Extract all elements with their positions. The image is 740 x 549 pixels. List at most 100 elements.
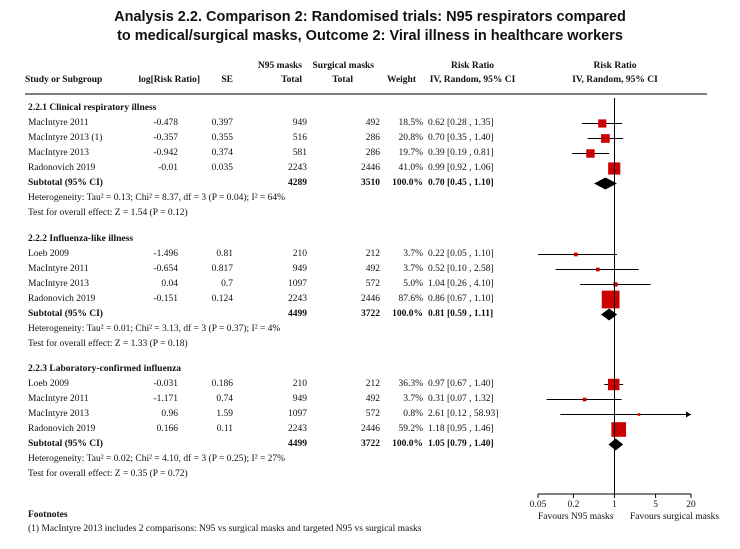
study-weight: 18.5%: [398, 118, 423, 128]
study-weight: 19.7%: [398, 148, 423, 158]
header-se: SE: [221, 75, 233, 85]
header-surgical-top: Surgical masks: [312, 61, 375, 71]
subgroup-title: 2.2.3 Laboratory-confirmed influenza: [28, 364, 182, 374]
study-se: 0.035: [211, 163, 233, 173]
study-surgical-total: 572: [365, 279, 380, 289]
subtotal-n95-total: 4289: [288, 178, 307, 188]
subtotal-diamond: [608, 438, 624, 451]
study-name: MacIntyre 2013: [28, 409, 89, 419]
study-n95-total: 516: [292, 133, 307, 143]
study-ci: 0.99 [0.92 , 1.06]: [428, 163, 494, 173]
study-ci: 2.61 [0.12 , 58.93]: [428, 409, 499, 419]
study-name: MacIntyre 2011: [28, 264, 89, 274]
header-plot-bottom: IV, Random, 95% CI: [572, 75, 658, 85]
subgroup-title: 2.2.1 Clinical respiratory illness: [28, 103, 157, 113]
study-n95-total: 949: [292, 264, 307, 274]
footnotes-heading: Footnotes: [28, 510, 68, 520]
header-weight: Weight: [386, 75, 416, 85]
subtotal-label: Subtotal (95% CI): [28, 439, 103, 449]
subtotal-ci: 1.05 [0.79 , 1.40]: [428, 439, 494, 449]
subtotal-surgical-total: 3722: [361, 439, 380, 449]
ci-arrow-right: [686, 411, 691, 418]
study-marker: [601, 290, 620, 309]
study-se: 0.74: [216, 394, 233, 404]
study-ci: 0.70 [0.35 , 1.40]: [428, 133, 494, 143]
study-se: 0.397: [211, 118, 233, 128]
study-marker: [598, 119, 607, 128]
study-n95-total: 949: [292, 394, 307, 404]
study-n95-total: 1097: [288, 409, 307, 419]
study-ci: 1.04 [0.26 , 4.10]: [428, 279, 494, 289]
study-logrr: -0.654: [153, 264, 178, 274]
header-n95-top: N95 masks: [257, 61, 302, 71]
study-name: Radonovich 2019: [28, 294, 96, 304]
x-axis-tick-label: 20: [686, 500, 696, 510]
study-se: 0.355: [211, 133, 233, 143]
study-se: 0.124: [211, 294, 233, 304]
subtotal-ci: 0.81 [0.59 , 1.11]: [428, 309, 494, 319]
study-surgical-total: 2446: [361, 294, 380, 304]
study-logrr: 0.04: [161, 279, 178, 289]
subtotal-weight: 100.0%: [392, 309, 423, 319]
study-ci: 0.86 [0.67 , 1.10]: [428, 294, 494, 304]
subtotal-weight: 100.0%: [392, 439, 423, 449]
study-surgical-total: 212: [365, 249, 380, 259]
study-ci: 0.97 [0.67 , 1.40]: [428, 379, 494, 389]
study-surgical-total: 572: [365, 409, 380, 419]
subtotal-label: Subtotal (95% CI): [28, 178, 103, 188]
study-surgical-total: 2446: [361, 163, 380, 173]
study-marker: [586, 149, 595, 158]
study-name: MacIntyre 2011: [28, 118, 89, 128]
axis-label-left: Favours N95 masks: [538, 512, 614, 522]
study-logrr: 0.166: [156, 424, 178, 434]
study-n95-total: 210: [292, 379, 307, 389]
header-n95-total: Total: [281, 75, 302, 85]
header-logrr: log[Risk Ratio]: [138, 75, 201, 85]
study-n95-total: 2243: [288, 163, 307, 173]
subtotal-label: Subtotal (95% CI): [28, 309, 103, 319]
study-name: Loeb 2009: [28, 379, 69, 389]
study-name: MacIntyre 2013: [28, 279, 89, 289]
study-marker: [613, 282, 618, 287]
study-weight: 5.0%: [403, 279, 423, 289]
study-se: 0.7: [221, 279, 233, 289]
heterogeneity-text: Heterogeneity: Tau² = 0.13; Chi² = 8.37,…: [28, 193, 286, 203]
heterogeneity-text: Heterogeneity: Tau² = 0.02; Chi² = 4.10,…: [28, 454, 286, 464]
study-weight: 0.8%: [403, 409, 423, 419]
x-axis-tick-label: 0.05: [530, 500, 547, 510]
study-weight: 3.7%: [403, 249, 423, 259]
study-weight: 20.8%: [398, 133, 423, 143]
study-logrr: -0.942: [153, 148, 178, 158]
study-name: MacIntyre 2013 (1): [28, 133, 103, 143]
study-se: 0.81: [216, 249, 233, 259]
study-se: 0.374: [211, 148, 233, 158]
study-logrr: -1.496: [153, 249, 178, 259]
study-marker: [607, 378, 620, 391]
study-name: MacIntyre 2011: [28, 394, 89, 404]
subgroup-title: 2.2.2 Influenza-like illness: [28, 234, 134, 244]
study-surgical-total: 286: [365, 148, 380, 158]
study-weight: 3.7%: [403, 264, 423, 274]
subtotal-diamond: [601, 308, 618, 321]
subtotal-ci: 0.70 [0.45 , 1.10]: [428, 178, 494, 188]
header-study: Study or Subgroup: [25, 75, 103, 85]
study-ci: 0.62 [0.28 , 1.35]: [428, 118, 494, 128]
study-marker: [595, 267, 600, 272]
study-surgical-total: 286: [365, 133, 380, 143]
study-marker: [582, 397, 587, 402]
study-logrr: 0.96: [161, 409, 178, 419]
header-plot-top: Risk Ratio: [593, 61, 637, 71]
study-weight: 36.3%: [398, 379, 423, 389]
study-se: 0.817: [211, 264, 233, 274]
study-logrr: -0.357: [153, 133, 178, 143]
study-ci: 1.18 [0.95 , 1.46]: [428, 424, 494, 434]
study-weight: 59.2%: [398, 424, 423, 434]
study-ci: 0.22 [0.05 , 1.10]: [428, 249, 494, 259]
subtotal-weight: 100.0%: [392, 178, 423, 188]
subtotal-diamond: [594, 177, 617, 190]
subtotal-surgical-total: 3510: [361, 178, 380, 188]
study-weight: 41.0%: [398, 163, 423, 173]
study-weight: 3.7%: [403, 394, 423, 404]
overall-effect-text: Test for overall effect: Z = 1.54 (P = 0…: [28, 208, 188, 218]
study-n95-total: 1097: [288, 279, 307, 289]
